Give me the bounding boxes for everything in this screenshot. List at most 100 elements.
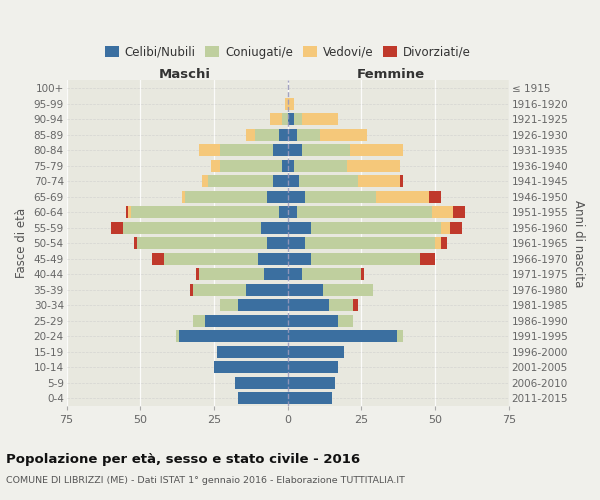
Bar — [302, 144, 350, 156]
Bar — [220, 144, 273, 156]
Bar — [270, 113, 282, 126]
Text: Maschi: Maschi — [158, 68, 211, 82]
Bar — [214, 361, 287, 374]
Bar — [199, 268, 264, 280]
Bar — [441, 237, 447, 250]
Bar — [293, 113, 302, 126]
Bar — [421, 252, 435, 265]
Bar — [287, 314, 338, 327]
Bar — [376, 190, 429, 203]
Bar — [258, 252, 287, 265]
Y-axis label: Anni di nascita: Anni di nascita — [572, 200, 585, 287]
Bar — [311, 252, 421, 265]
Bar — [397, 330, 403, 342]
Text: Femmine: Femmine — [357, 68, 425, 82]
Bar — [287, 284, 323, 296]
Bar — [287, 346, 344, 358]
Bar — [287, 237, 305, 250]
Bar — [134, 237, 137, 250]
Bar — [350, 144, 403, 156]
Bar — [302, 268, 361, 280]
Bar — [235, 376, 287, 389]
Bar — [429, 190, 441, 203]
Bar — [287, 144, 302, 156]
Bar — [320, 128, 367, 141]
Bar — [287, 98, 293, 110]
Bar — [347, 160, 400, 172]
Bar — [323, 284, 373, 296]
Bar — [285, 98, 287, 110]
Bar — [353, 299, 358, 312]
Bar — [338, 314, 353, 327]
Bar — [305, 190, 376, 203]
Bar — [131, 206, 279, 218]
Bar — [287, 268, 302, 280]
Bar — [190, 284, 193, 296]
Bar — [329, 299, 353, 312]
Bar — [273, 144, 287, 156]
Bar — [311, 222, 441, 234]
Bar — [264, 268, 287, 280]
Bar — [287, 330, 397, 342]
Text: Popolazione per età, sesso e stato civile - 2016: Popolazione per età, sesso e stato civil… — [6, 452, 360, 466]
Bar — [208, 175, 273, 188]
Bar — [287, 392, 332, 404]
Bar — [247, 128, 255, 141]
Bar — [282, 113, 287, 126]
Bar — [202, 175, 208, 188]
Bar — [358, 175, 400, 188]
Bar — [296, 128, 320, 141]
Bar — [450, 222, 461, 234]
Bar — [435, 237, 441, 250]
Bar — [176, 330, 179, 342]
Bar — [287, 113, 293, 126]
Bar — [441, 222, 450, 234]
Bar — [211, 160, 220, 172]
Bar — [287, 206, 296, 218]
Bar — [193, 284, 247, 296]
Bar — [279, 206, 287, 218]
Bar — [287, 252, 311, 265]
Bar — [255, 128, 279, 141]
Bar — [282, 160, 287, 172]
Bar — [247, 284, 287, 296]
Bar — [220, 299, 238, 312]
Bar — [293, 160, 347, 172]
Bar — [217, 346, 287, 358]
Bar — [261, 222, 287, 234]
Bar — [196, 268, 199, 280]
Bar — [287, 128, 296, 141]
Bar — [152, 252, 164, 265]
Bar — [267, 237, 287, 250]
Bar — [361, 268, 364, 280]
Bar — [279, 128, 287, 141]
Legend: Celibi/Nubili, Coniugati/e, Vedovi/e, Divorziati/e: Celibi/Nubili, Coniugati/e, Vedovi/e, Di… — [100, 41, 475, 64]
Bar — [179, 330, 287, 342]
Bar — [305, 237, 435, 250]
Bar — [125, 206, 128, 218]
Bar — [193, 314, 205, 327]
Bar — [182, 190, 185, 203]
Bar — [299, 175, 358, 188]
Bar — [287, 361, 338, 374]
Bar — [111, 222, 122, 234]
Bar — [164, 252, 258, 265]
Bar — [128, 206, 131, 218]
Bar — [287, 160, 293, 172]
Bar — [287, 175, 299, 188]
Bar — [122, 222, 261, 234]
Bar — [185, 190, 267, 203]
Bar — [287, 222, 311, 234]
Text: COMUNE DI LIBRIZZI (ME) - Dati ISTAT 1° gennaio 2016 - Elaborazione TUTTITALIA.I: COMUNE DI LIBRIZZI (ME) - Dati ISTAT 1° … — [6, 476, 405, 485]
Bar — [199, 144, 220, 156]
Bar — [302, 113, 338, 126]
Bar — [287, 190, 305, 203]
Bar — [267, 190, 287, 203]
Bar — [205, 314, 287, 327]
Bar — [287, 376, 335, 389]
Bar — [137, 237, 267, 250]
Bar — [296, 206, 432, 218]
Bar — [287, 299, 329, 312]
Bar — [238, 392, 287, 404]
Bar — [453, 206, 464, 218]
